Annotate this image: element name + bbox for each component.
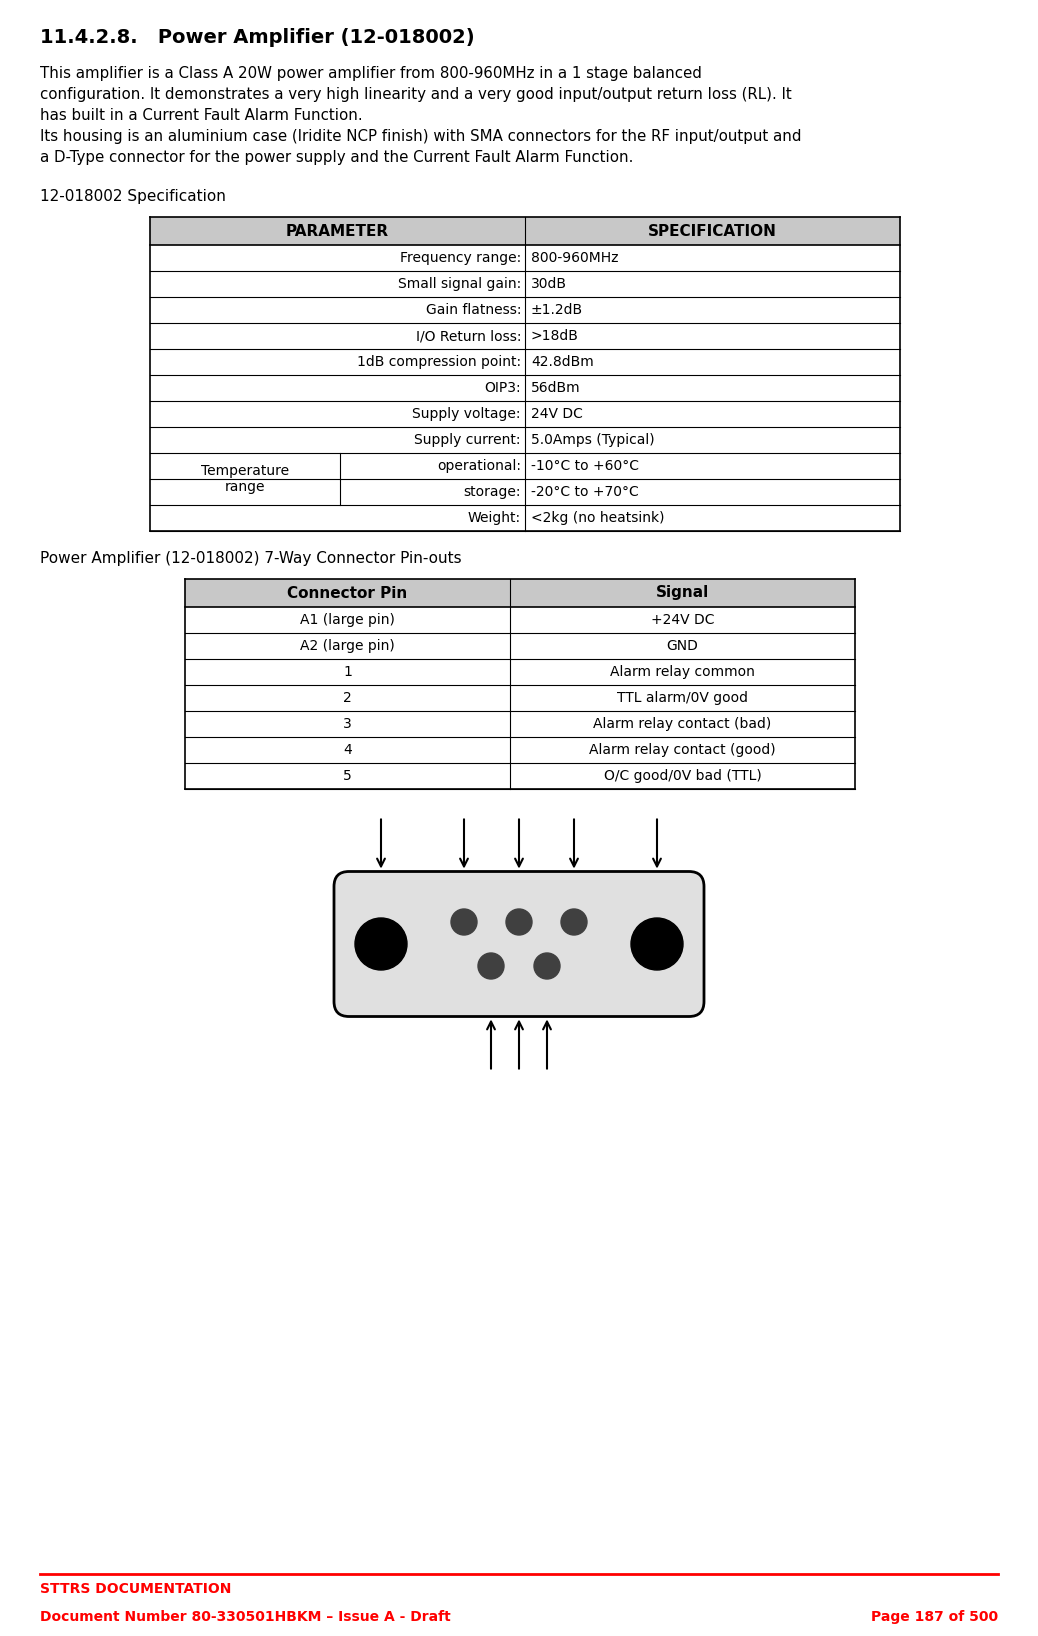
Text: Gain flatness:: Gain flatness:	[426, 303, 521, 317]
Text: Frequency range:: Frequency range:	[400, 250, 521, 265]
Text: 30dB: 30dB	[531, 276, 567, 291]
FancyBboxPatch shape	[334, 872, 704, 1016]
Text: A2 (large pin): A2 (large pin)	[300, 640, 394, 653]
Text: 2: 2	[344, 690, 352, 705]
Polygon shape	[151, 218, 900, 245]
Text: 11.4.2.8.   Power Amplifier (12-018002): 11.4.2.8. Power Amplifier (12-018002)	[40, 28, 474, 47]
Text: Alarm relay contact (bad): Alarm relay contact (bad)	[594, 717, 771, 731]
Text: Alarm relay common: Alarm relay common	[610, 664, 755, 679]
Text: +24V DC: +24V DC	[651, 614, 714, 627]
Text: 5: 5	[344, 769, 352, 784]
Text: Its housing is an aluminium case (Iridite NCP finish) with SMA connectors for th: Its housing is an aluminium case (Iridit…	[40, 129, 801, 144]
Text: GND: GND	[666, 640, 699, 653]
Text: 800-960MHz: 800-960MHz	[531, 250, 619, 265]
Text: I/O Return loss:: I/O Return loss:	[415, 329, 521, 344]
Text: Supply voltage:: Supply voltage:	[412, 407, 521, 420]
Text: -20°C to +70°C: -20°C to +70°C	[531, 484, 638, 499]
Text: 42.8dBm: 42.8dBm	[531, 355, 594, 370]
Text: >18dB: >18dB	[531, 329, 579, 344]
Text: PARAMETER: PARAMETER	[285, 224, 389, 239]
Text: Document Number 80-330501HBKM – Issue A - Draft: Document Number 80-330501HBKM – Issue A …	[40, 1610, 450, 1625]
Text: This amplifier is a Class A 20W power amplifier from 800-960MHz in a 1 stage bal: This amplifier is a Class A 20W power am…	[40, 65, 702, 82]
Text: O/C good/0V bad (TTL): O/C good/0V bad (TTL)	[604, 769, 762, 784]
Text: Power Amplifier (12-018002) 7-Way Connector Pin-outs: Power Amplifier (12-018002) 7-Way Connec…	[40, 551, 462, 566]
Text: 56dBm: 56dBm	[531, 381, 580, 394]
Text: operational:: operational:	[437, 460, 521, 473]
Polygon shape	[185, 579, 855, 607]
Text: Supply current:: Supply current:	[414, 434, 521, 447]
Circle shape	[534, 954, 559, 978]
Text: Connector Pin: Connector Pin	[288, 586, 408, 600]
Text: Alarm relay contact (good): Alarm relay contact (good)	[590, 743, 775, 757]
Circle shape	[479, 954, 504, 978]
Circle shape	[355, 918, 407, 970]
Text: 3: 3	[344, 717, 352, 731]
Text: 12-018002 Specification: 12-018002 Specification	[40, 190, 226, 204]
Text: 1dB compression point:: 1dB compression point:	[357, 355, 521, 370]
Text: 4: 4	[344, 743, 352, 757]
Text: a D-Type connector for the power supply and the Current Fault Alarm Function.: a D-Type connector for the power supply …	[40, 151, 633, 165]
Text: ±1.2dB: ±1.2dB	[531, 303, 583, 317]
Text: storage:: storage:	[464, 484, 521, 499]
Circle shape	[631, 918, 683, 970]
Text: Page 187 of 500: Page 187 of 500	[871, 1610, 998, 1625]
Text: Temperature
range: Temperature range	[201, 465, 289, 494]
Text: 24V DC: 24V DC	[531, 407, 583, 420]
Text: A1 (large pin): A1 (large pin)	[300, 614, 394, 627]
Text: Small signal gain:: Small signal gain:	[398, 276, 521, 291]
Text: TTL alarm/0V good: TTL alarm/0V good	[617, 690, 748, 705]
Circle shape	[561, 910, 588, 936]
Text: 5.0Amps (Typical): 5.0Amps (Typical)	[531, 434, 655, 447]
Text: Weight:: Weight:	[468, 510, 521, 525]
Text: -10°C to +60°C: -10°C to +60°C	[531, 460, 639, 473]
Text: <2kg (no heatsink): <2kg (no heatsink)	[531, 510, 664, 525]
Circle shape	[450, 910, 477, 936]
Text: has built in a Current Fault Alarm Function.: has built in a Current Fault Alarm Funct…	[40, 108, 362, 123]
Text: configuration. It demonstrates a very high linearity and a very good input/outpu: configuration. It demonstrates a very hi…	[40, 87, 792, 101]
Text: STTRS DOCUMENTATION: STTRS DOCUMENTATION	[40, 1582, 231, 1597]
Text: OIP3:: OIP3:	[485, 381, 521, 394]
Circle shape	[506, 910, 532, 936]
Text: SPECIFICATION: SPECIFICATION	[648, 224, 776, 239]
Text: Signal: Signal	[656, 586, 709, 600]
Text: 1: 1	[344, 664, 352, 679]
